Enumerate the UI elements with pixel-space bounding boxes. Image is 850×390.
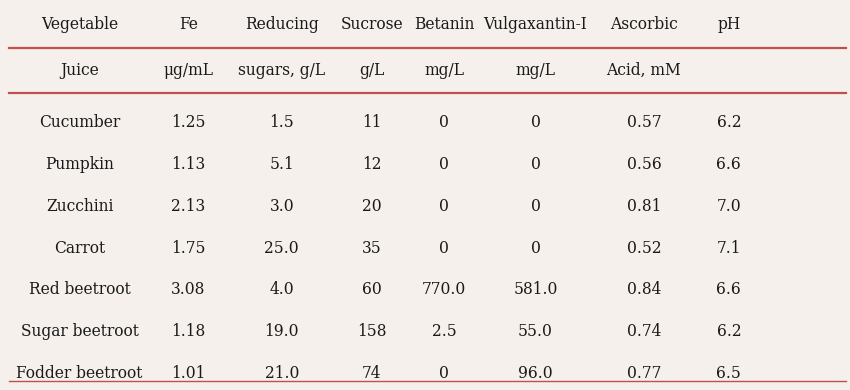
Text: Red beetroot: Red beetroot <box>29 281 130 298</box>
Text: Carrot: Carrot <box>54 239 105 257</box>
Text: Sugar beetroot: Sugar beetroot <box>20 323 139 340</box>
Text: 2.5: 2.5 <box>432 323 456 340</box>
Text: 0.74: 0.74 <box>626 323 661 340</box>
Text: mg/L: mg/L <box>424 62 464 79</box>
Text: Fe: Fe <box>178 16 198 33</box>
Text: Ascorbic: Ascorbic <box>610 16 677 33</box>
Text: 20: 20 <box>362 198 382 215</box>
Text: 7.1: 7.1 <box>717 239 741 257</box>
Text: 0: 0 <box>530 239 541 257</box>
Text: 0: 0 <box>530 114 541 131</box>
Text: 60: 60 <box>362 281 382 298</box>
Text: 1.75: 1.75 <box>171 239 206 257</box>
Text: 0: 0 <box>530 198 541 215</box>
Text: 0: 0 <box>439 239 449 257</box>
Text: sugars, g/L: sugars, g/L <box>238 62 326 79</box>
Text: 2.13: 2.13 <box>171 198 206 215</box>
Text: 581.0: 581.0 <box>513 281 558 298</box>
Text: Cucumber: Cucumber <box>39 114 120 131</box>
Text: 0: 0 <box>439 156 449 173</box>
Text: 0: 0 <box>439 198 449 215</box>
Text: 0.56: 0.56 <box>626 156 661 173</box>
Text: 3.08: 3.08 <box>171 281 206 298</box>
Text: 12: 12 <box>362 156 382 173</box>
Text: 3.0: 3.0 <box>269 198 294 215</box>
Text: Vegetable: Vegetable <box>41 16 118 33</box>
Text: Juice: Juice <box>60 62 99 79</box>
Text: Reducing: Reducing <box>245 16 319 33</box>
Text: 19.0: 19.0 <box>264 323 299 340</box>
Text: 11: 11 <box>362 114 382 131</box>
Text: 0: 0 <box>439 365 449 382</box>
Text: Fodder beetroot: Fodder beetroot <box>16 365 143 382</box>
Text: 6.6: 6.6 <box>717 156 741 173</box>
Text: 5.1: 5.1 <box>269 156 294 173</box>
Text: 1.5: 1.5 <box>269 114 294 131</box>
Text: 0.57: 0.57 <box>626 114 661 131</box>
Text: 1.18: 1.18 <box>171 323 206 340</box>
Text: mg/L: mg/L <box>515 62 556 79</box>
Text: 21.0: 21.0 <box>264 365 299 382</box>
Text: 1.25: 1.25 <box>171 114 206 131</box>
Text: μg/mL: μg/mL <box>163 62 213 79</box>
Text: 6.6: 6.6 <box>717 281 741 298</box>
Text: 770.0: 770.0 <box>422 281 467 298</box>
Text: 35: 35 <box>362 239 382 257</box>
Text: 0.52: 0.52 <box>626 239 661 257</box>
Text: Pumpkin: Pumpkin <box>45 156 114 173</box>
Text: 1.01: 1.01 <box>171 365 206 382</box>
Text: Vulgaxantin-I: Vulgaxantin-I <box>484 16 587 33</box>
Text: 0.77: 0.77 <box>626 365 661 382</box>
Text: 74: 74 <box>362 365 382 382</box>
Text: 6.2: 6.2 <box>717 323 741 340</box>
Text: 0: 0 <box>439 114 449 131</box>
Text: 6.5: 6.5 <box>717 365 741 382</box>
Text: 96.0: 96.0 <box>518 365 552 382</box>
Text: 55.0: 55.0 <box>518 323 553 340</box>
Text: 0.84: 0.84 <box>626 281 661 298</box>
Text: Zucchini: Zucchini <box>46 198 113 215</box>
Text: g/L: g/L <box>360 62 384 79</box>
Text: Acid, mM: Acid, mM <box>607 62 681 79</box>
Text: 0: 0 <box>530 156 541 173</box>
Text: 4.0: 4.0 <box>269 281 294 298</box>
Text: 0.81: 0.81 <box>626 198 661 215</box>
Text: 7.0: 7.0 <box>717 198 741 215</box>
Text: Betanin: Betanin <box>414 16 474 33</box>
Text: 158: 158 <box>357 323 387 340</box>
Text: Sucrose: Sucrose <box>341 16 403 33</box>
Text: 1.13: 1.13 <box>171 156 206 173</box>
Text: 6.2: 6.2 <box>717 114 741 131</box>
Text: pH: pH <box>717 16 740 33</box>
Text: 25.0: 25.0 <box>264 239 299 257</box>
